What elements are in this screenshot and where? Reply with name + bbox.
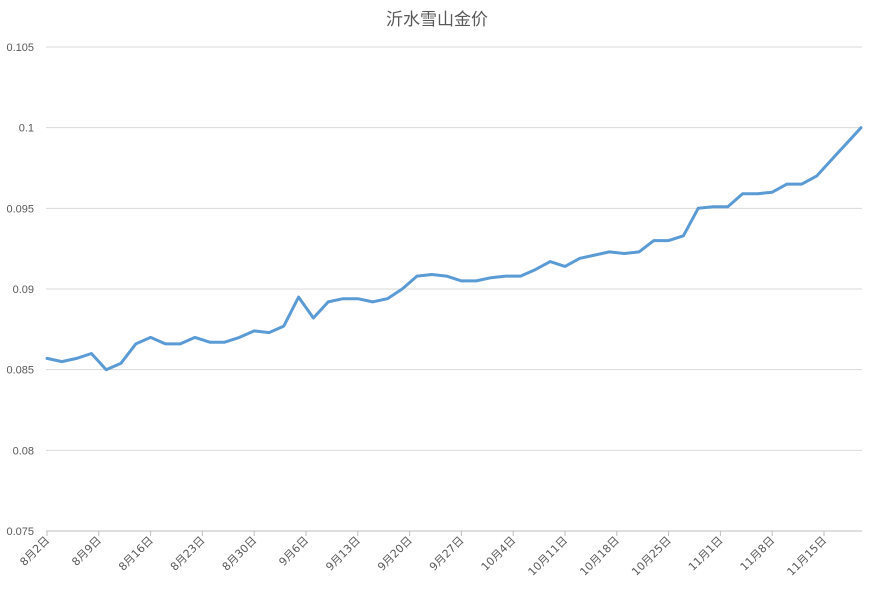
chart-title: 沂水雪山金价 <box>386 10 488 30</box>
series <box>45 126 863 372</box>
x-tick-label: 10月18日 <box>577 534 622 579</box>
y-tick-label: 0.08 <box>13 445 34 457</box>
x-tick-label: 8月9日 <box>69 534 104 569</box>
x-tick-label: 11月1日 <box>686 534 726 574</box>
y-axis: 0.075 0.08 0.085 0.09 0.095 0.1 0.105 <box>6 42 34 538</box>
y-tick-label: 0.075 <box>6 526 34 538</box>
y-tick-label: 0.1 <box>19 123 34 135</box>
y-tick-label: 0.095 <box>6 203 34 215</box>
y-tick-label: 0.085 <box>6 365 34 377</box>
x-tick-label: 8月16日 <box>116 534 156 574</box>
series-line <box>45 126 863 372</box>
x-tick-label: 9月13日 <box>323 534 363 574</box>
x-tick-label: 11月15日 <box>785 534 830 579</box>
x-tick-label: 9月27日 <box>427 534 467 574</box>
x-tick-label: 11月8日 <box>738 534 778 574</box>
x-tick-label: 9月6日 <box>276 534 311 569</box>
x-tick-label: 10月4日 <box>479 534 519 574</box>
x-axis: 8月2日 8月9日 8月16日 8月23日 8月30日 9月6日 9月13日 9月20日 9月2… <box>17 531 829 578</box>
x-tick-label: 9月20日 <box>375 534 415 574</box>
grid <box>46 46 862 532</box>
x-tick-label: 8月30日 <box>220 534 260 574</box>
x-tick-label: 8月23日 <box>168 534 208 574</box>
x-tick-label: 10月11日 <box>526 534 571 579</box>
y-tick-label: 0.105 <box>6 42 34 54</box>
x-tick-label: 8月2日 <box>17 534 52 569</box>
x-tick-label: 10月25日 <box>629 534 674 579</box>
y-tick-label: 0.09 <box>13 284 34 296</box>
